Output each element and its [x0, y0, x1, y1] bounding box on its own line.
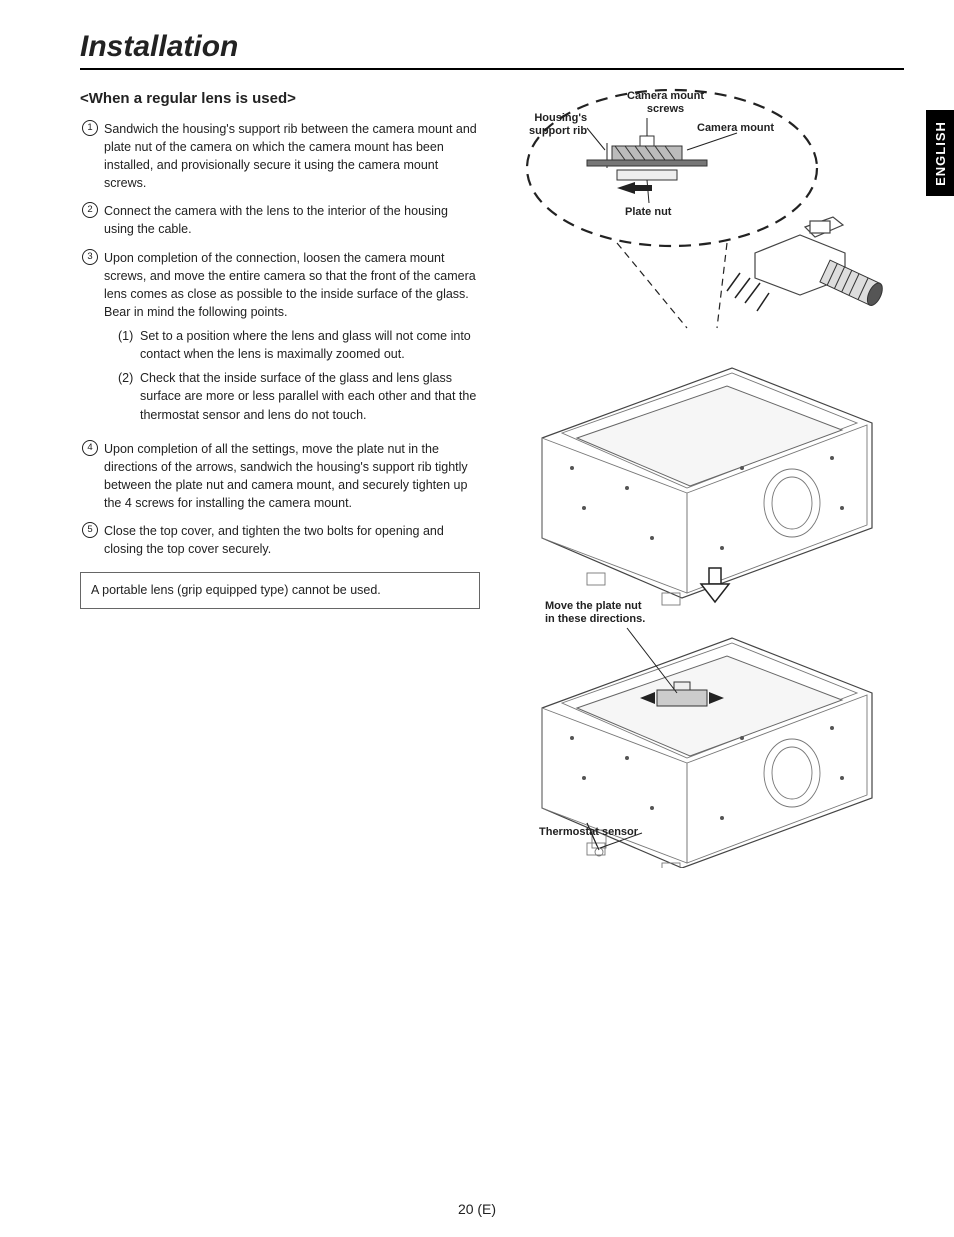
step-number: 4 — [82, 440, 98, 456]
substep-number: (1) — [118, 327, 140, 363]
step-item: 1 Sandwich the housing's support rib bet… — [80, 120, 480, 193]
label-housing-support-rib: Housing'ssupport rib — [529, 112, 587, 138]
diagram-column: Camera mountscrews Housing'ssupport rib … — [500, 88, 904, 868]
note-box: A portable lens (grip equipped type) can… — [80, 572, 480, 608]
camera-icon — [727, 217, 885, 311]
substep-item: (1) Set to a position where the lens and… — [118, 327, 480, 363]
substep-list: (1) Set to a position where the lens and… — [104, 327, 480, 424]
manual-page: Installation ENGLISH <When a regular len… — [0, 0, 954, 1237]
step-text: Sandwich the housing's support rib betwe… — [100, 120, 480, 193]
step-text: Close the top cover, and tighten the two… — [100, 522, 480, 558]
step-text: Upon completion of the connection, loose… — [100, 249, 480, 430]
step-text: Connect the camera with the lens to the … — [100, 202, 480, 238]
substep-item: (2) Check that the inside surface of the… — [118, 369, 480, 423]
content-columns: <When a regular lens is used> 1 Sandwich… — [80, 88, 904, 868]
substep-text: Set to a position where the lens and gla… — [140, 327, 480, 363]
installation-diagram: Camera mountscrews Housing'ssupport rib … — [517, 88, 887, 868]
step-item: 3 Upon completion of the connection, loo… — [80, 249, 480, 430]
step-number: 1 — [82, 120, 98, 136]
label-plate-nut: Plate nut — [625, 206, 671, 219]
step-item: 5 Close the top cover, and tighten the t… — [80, 522, 480, 558]
section-subhead: <When a regular lens is used> — [80, 88, 480, 110]
substep-text: Check that the inside surface of the gla… — [140, 369, 480, 423]
step-item: 4 Upon completion of all the settings, m… — [80, 440, 480, 513]
label-move-plate-nut: Move the plate nutin these directions. — [545, 600, 645, 626]
substep-number: (2) — [118, 369, 140, 423]
label-thermostat-sensor: Thermostat sensor — [539, 826, 638, 839]
step-number: 3 — [82, 249, 98, 265]
step-number: 2 — [82, 202, 98, 218]
housing-top-icon — [542, 368, 872, 605]
diagram-svg — [517, 88, 887, 868]
language-tab: ENGLISH — [926, 110, 954, 196]
page-number: 20 (E) — [0, 1201, 954, 1217]
step-text: Upon completion of all the settings, mov… — [100, 440, 480, 513]
step-number: 5 — [82, 522, 98, 538]
label-camera-mount-screws: Camera mountscrews — [627, 90, 704, 116]
language-tab-label: ENGLISH — [933, 121, 948, 186]
label-camera-mount: Camera mount — [697, 122, 774, 135]
step-item: 2 Connect the camera with the lens to th… — [80, 202, 480, 238]
page-title: Installation — [80, 30, 904, 70]
text-column: <When a regular lens is used> 1 Sandwich… — [80, 88, 480, 868]
